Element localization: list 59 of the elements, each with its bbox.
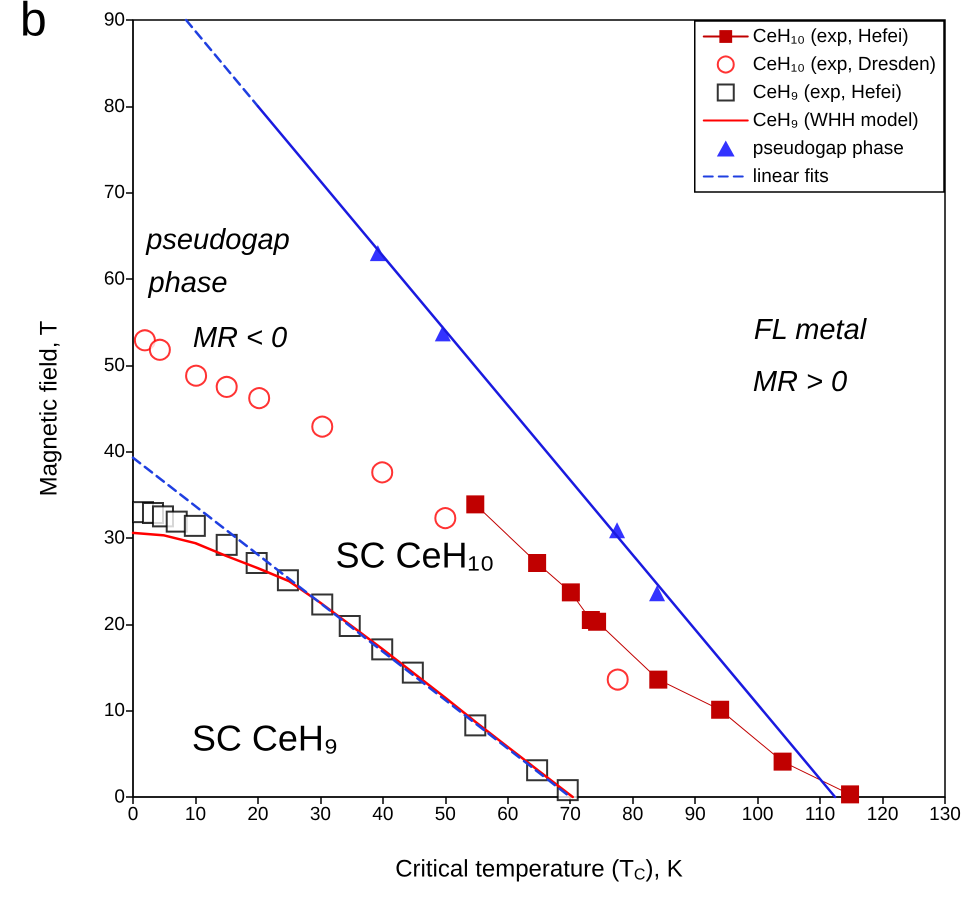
x-tick-label: 130 xyxy=(929,804,961,825)
x-tick-label: 60 xyxy=(497,804,518,825)
y-tick-label: 70 xyxy=(104,182,125,204)
y-tick-label: 40 xyxy=(104,441,125,462)
annotation: MR > 0 xyxy=(752,366,848,398)
y-tick-label: 60 xyxy=(104,268,125,290)
x-tick-label: 20 xyxy=(247,804,268,825)
annotation: MR < 0 xyxy=(192,322,288,354)
x-tick-label: 70 xyxy=(560,804,581,825)
point xyxy=(528,554,546,572)
point xyxy=(588,612,606,631)
annotation: FL metal xyxy=(754,314,868,346)
text: b xyxy=(20,0,47,46)
point xyxy=(774,752,792,771)
y-tick-label: 10 xyxy=(104,700,125,722)
legend-label: CeH₁₀ (exp, Dresden) xyxy=(752,54,936,75)
point xyxy=(248,387,270,410)
x-tick-label: 80 xyxy=(622,804,644,825)
x-tick-label: 50 xyxy=(434,804,456,825)
x-tick-label: 10 xyxy=(184,804,206,825)
y-tick-label: 0 xyxy=(114,786,125,808)
x-tick-label: 30 xyxy=(310,804,331,825)
point xyxy=(134,329,156,352)
x-tick-label: 100 xyxy=(742,804,774,825)
y-tick-label: 30 xyxy=(104,528,125,548)
point xyxy=(184,514,206,537)
x-tick-label: 0 xyxy=(128,804,138,825)
y-tick-label: 80 xyxy=(104,96,125,117)
y-tick-label: 20 xyxy=(104,614,125,635)
legend-label: CeH₉ (WHH model) xyxy=(752,110,919,131)
legend-label: CeH₁₀ (exp, Hefei) xyxy=(752,26,909,47)
point xyxy=(185,364,208,387)
point xyxy=(649,670,668,689)
point xyxy=(311,416,334,438)
x-tick-label: 90 xyxy=(684,804,706,825)
x-tick-label: 110 xyxy=(804,804,836,825)
point xyxy=(148,338,171,361)
point xyxy=(649,585,666,602)
point xyxy=(606,668,629,691)
point xyxy=(371,461,394,484)
legend-label: pseudogap phase xyxy=(752,138,904,159)
point xyxy=(466,495,484,514)
annotation: SC CeH₁₀ xyxy=(335,534,495,576)
legend-label: linear fits xyxy=(752,166,829,187)
annotation: SC CeH₉ xyxy=(192,718,338,758)
point xyxy=(711,700,730,719)
point xyxy=(216,376,238,398)
y-tick-label: 50 xyxy=(104,354,125,376)
point xyxy=(841,785,860,804)
x-tick-label: 40 xyxy=(372,804,394,825)
annotation: pseudogap xyxy=(145,224,290,256)
x-tick-label: 120 xyxy=(866,804,898,825)
point xyxy=(434,507,456,530)
point xyxy=(562,583,580,602)
legend-label: CeH₉ (exp, Hefei) xyxy=(752,82,902,103)
point xyxy=(216,534,238,556)
y-tick-label: 90 xyxy=(104,10,125,30)
annotation: phase xyxy=(147,267,228,299)
y-axis-title: Magnetic field, T xyxy=(36,320,62,496)
